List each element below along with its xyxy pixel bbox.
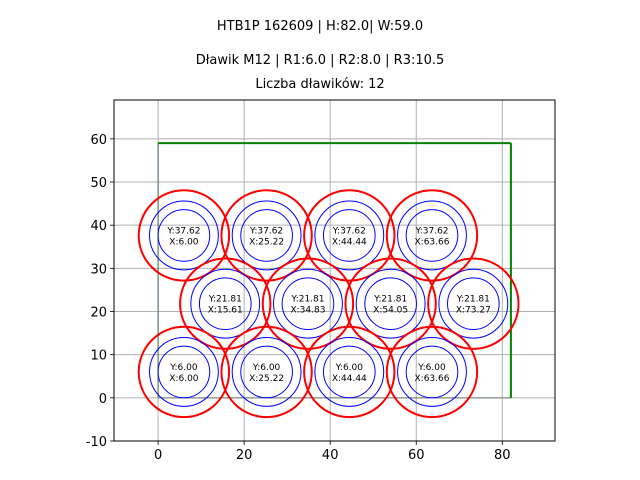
inner-circle-r2 [314,200,385,271]
point-label-y: Y:21.81 [290,295,324,305]
y-tick-label: -10 [86,435,107,450]
outer-circle-r3 [303,325,396,419]
point-label-x: X:25.22 [249,237,284,247]
point-label-x: X:25.22 [249,374,284,384]
point-label-x: X:34.83 [290,306,325,316]
inner-circle-r2 [397,200,467,271]
chart-title: HTB1P 162609 | H:82.0| W:59.0 [216,19,424,34]
point-label-y: Y:37.62 [332,226,366,236]
point-label-y: Y:21.81 [373,295,407,305]
point-label-y: Y:21.81 [456,295,490,305]
inner-circle-r2 [190,268,261,339]
inner-circle-r1 [157,209,211,262]
outer-circle-r3 [179,257,272,350]
inner-circle-r1 [322,209,376,262]
point-label-x: X:44.44 [332,374,367,384]
point-label-y: Y:37.62 [249,226,283,236]
outer-circle-r3 [385,189,479,282]
inner-circle-r2 [231,337,302,407]
point-label-x: X:63.66 [415,374,450,384]
inner-circle-r2 [148,200,219,271]
inner-circle-r1 [240,345,293,399]
chart-subtitle: Dławik M12 | R1:6.0 | R2:8.0 | R3:10.5 [195,53,445,68]
point-label-y: Y:37.62 [414,226,448,236]
inner-circle-r1 [405,345,459,399]
point-label-x: X:73.27 [456,306,491,316]
point-label-x: X:54.05 [373,306,408,316]
inner-circle-r2 [148,337,219,407]
inner-circle-r1 [240,209,293,262]
x-tick-label: 80 [494,448,511,463]
outer-circle-r3 [303,189,396,282]
inner-circle-r1 [198,277,252,331]
point-label-y: Y:37.62 [166,226,200,236]
point-label-y: Y:21.81 [208,295,242,305]
x-tick-label: 60 [408,448,425,463]
inner-circle-r1 [447,277,500,331]
point-label-x: X:44.44 [332,237,367,247]
inner-circle-r1 [364,277,417,331]
outer-circle-r3 [220,325,313,419]
outer-circle-r3 [137,189,231,282]
y-tick-label: 10 [90,349,107,364]
inner-circle-r1 [281,277,335,331]
inner-circle-r2 [438,268,509,339]
point-label-y: Y:6.00 [169,363,198,373]
axes-frame [113,99,556,442]
inner-circle-r1 [322,345,376,399]
point-label-y: Y:6.00 [252,363,281,373]
y-tick-label: 60 [90,133,107,148]
outer-circle-r3 [220,189,313,282]
outer-circle-r3 [344,257,437,350]
chart-count-label: Liczba dławików: 12 [255,77,385,92]
x-tick-label: 40 [322,448,339,463]
outer-circle-r3 [137,325,231,419]
point-label-x: X:6.00 [169,237,199,247]
point-label-x: X:6.00 [169,374,199,384]
y-tick-label: 40 [90,219,107,234]
y-tick-label: 20 [90,306,107,321]
point-label-x: X:63.66 [415,237,450,247]
inner-circle-r2 [397,337,467,407]
outer-circle-r3 [385,325,479,419]
point-label-y: Y:6.00 [335,363,364,373]
y-tick-label: 50 [90,176,107,191]
inner-circle-r1 [405,209,459,262]
point-label-x: X:15.61 [208,306,243,316]
x-tick-label: 20 [236,448,253,463]
y-tick-label: 0 [99,392,107,407]
x-tick-label: 0 [154,448,162,463]
y-tick-label: 30 [90,262,107,277]
inner-circle-r2 [231,200,302,271]
point-label-y: Y:6.00 [417,363,446,373]
inner-circle-r1 [157,345,211,399]
outer-circle-r3 [261,257,355,350]
inner-circle-r2 [314,337,385,407]
inner-circle-r2 [273,268,343,339]
outer-circle-r3 [427,257,520,350]
inner-circle-r2 [355,268,426,339]
